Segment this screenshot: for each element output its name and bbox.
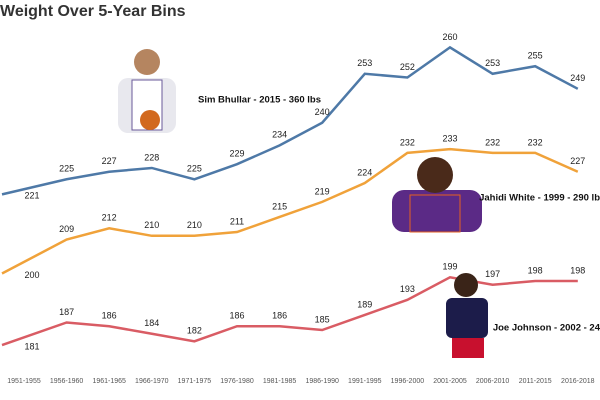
data-label: 260 [442,32,457,42]
data-label: 215 [272,201,287,211]
data-label: 221 [24,191,39,201]
series-line [1,147,579,275]
data-label: 198 [528,265,543,275]
data-label: 232 [485,137,500,147]
data-label: 181 [24,341,39,351]
x-tick-label: 1981-1985 [263,378,297,385]
x-tick-label: 1996-2000 [391,378,425,385]
data-label: 186 [102,311,117,321]
chart-title: Weight Over 5-Year Bins [0,3,186,20]
data-label: 228 [144,152,159,162]
x-tick-label: 1951-1955 [7,378,41,385]
annotation: Sim Bhullar - 2015 - 360 lbs [198,95,321,106]
x-tick-label: 1956-1960 [50,378,84,385]
annotation: Joe Johnson - 2002 - 24 [493,323,600,334]
x-tick-label: 2011-2015 [519,378,552,385]
data-label: 249 [570,73,585,83]
data-label: 198 [570,265,585,275]
x-tick-label: 1976-1980 [220,378,254,385]
data-label: 199 [442,262,457,272]
player-photo [118,49,176,133]
data-label: 253 [485,58,500,68]
data-label: 184 [144,318,159,328]
data-label: 224 [357,167,372,177]
series-line [1,45,579,196]
data-label: 232 [528,137,543,147]
x-tick-label: 1966-1970 [135,378,169,385]
data-label: 233 [442,134,457,144]
data-label: 187 [59,307,74,317]
x-tick-label: 1986-1990 [305,378,339,385]
data-label: 193 [400,284,415,294]
x-tick-label: 1961-1965 [92,378,126,385]
data-label: 186 [272,311,287,321]
data-label: 252 [400,62,415,72]
x-tick-label: 2001-2005 [433,378,467,385]
data-label: 182 [187,326,202,336]
data-label: 210 [187,220,202,230]
data-label: 240 [315,107,330,117]
data-label: 186 [229,311,244,321]
data-label: 229 [229,149,244,159]
data-label: 255 [528,51,543,61]
data-label: 219 [315,186,330,196]
data-label: 200 [24,270,39,280]
data-label: 189 [357,299,372,309]
annotation: Jahidi White - 1999 - 290 lb [479,193,600,204]
data-label: 232 [400,137,415,147]
series-line [1,275,578,347]
data-label: 197 [485,269,500,279]
data-label: 209 [59,224,74,234]
data-label: 227 [102,156,117,166]
x-tick-label: 2006-2010 [476,378,510,385]
data-label: 227 [570,156,585,166]
data-label: 225 [59,164,74,174]
x-tick-label: 2016-2018 [561,378,595,385]
data-label: 225 [187,164,202,174]
data-label: 210 [144,220,159,230]
x-tick-label: 1971-1975 [178,378,212,385]
data-label: 234 [272,130,287,140]
data-label: 211 [230,216,244,226]
data-label: 253 [357,58,372,68]
player-photo [446,273,488,358]
data-label: 185 [315,314,330,324]
data-label: 212 [102,213,117,223]
x-tick-label: 1991-1995 [348,378,382,385]
player-photo [392,157,482,233]
